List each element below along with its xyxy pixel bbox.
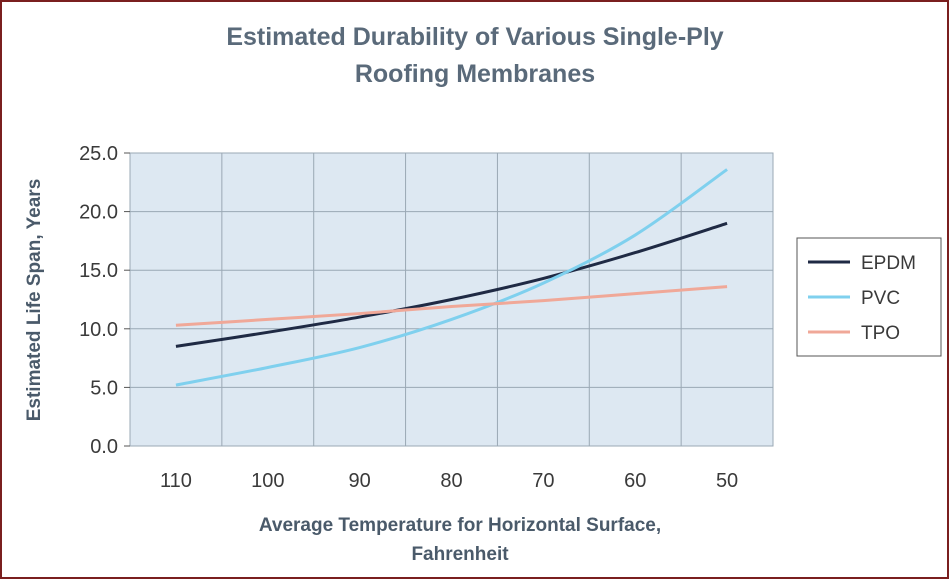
legend-label-pvc: PVC	[861, 288, 900, 309]
series-line-pvc	[175, 168, 728, 387]
y-tick-label: 10.0	[79, 319, 118, 341]
y-tick-label: 0.0	[90, 436, 118, 458]
chart-title-line-1: Estimated Durability of Various Single-P…	[226, 23, 723, 51]
legend-label-epdm: EPDM	[861, 253, 916, 274]
x-tick-label: 70	[532, 470, 554, 492]
x-axis-title-line-1: Average Temperature for Horizontal Surfa…	[259, 515, 661, 536]
y-tick-label: 25.0	[79, 143, 118, 165]
series-line-epdm	[175, 221, 728, 348]
y-tick-label: 5.0	[90, 377, 118, 399]
x-tick-label: 80	[440, 470, 462, 492]
series-line-tpo	[175, 285, 728, 327]
x-tick-label: 90	[349, 470, 371, 492]
legend-label-tpo: TPO	[861, 323, 900, 344]
y-tick-label: 20.0	[79, 202, 118, 224]
chart-title-line-2: Roofing Membranes	[355, 60, 595, 88]
tick-labels: 0.0 5.0 10.0 15.0 20.0 25.0 110 100 90 80 70 60 50	[79, 143, 738, 492]
x-tick-label: 100	[251, 470, 284, 492]
legend: EPDM PVC TPO	[796, 237, 942, 357]
series-lines	[175, 168, 728, 387]
legend-items: EPDM PVC TPO	[808, 253, 916, 344]
x-tick-label: 110	[160, 470, 192, 492]
y-axis-title: Estimated Life Span, Years	[24, 179, 45, 422]
x-tick-label: 60	[624, 470, 646, 492]
x-tick-label: 50	[716, 470, 738, 492]
x-axis-title-line-2: Fahrenheit	[411, 544, 509, 565]
y-tick-label: 15.0	[79, 260, 118, 282]
